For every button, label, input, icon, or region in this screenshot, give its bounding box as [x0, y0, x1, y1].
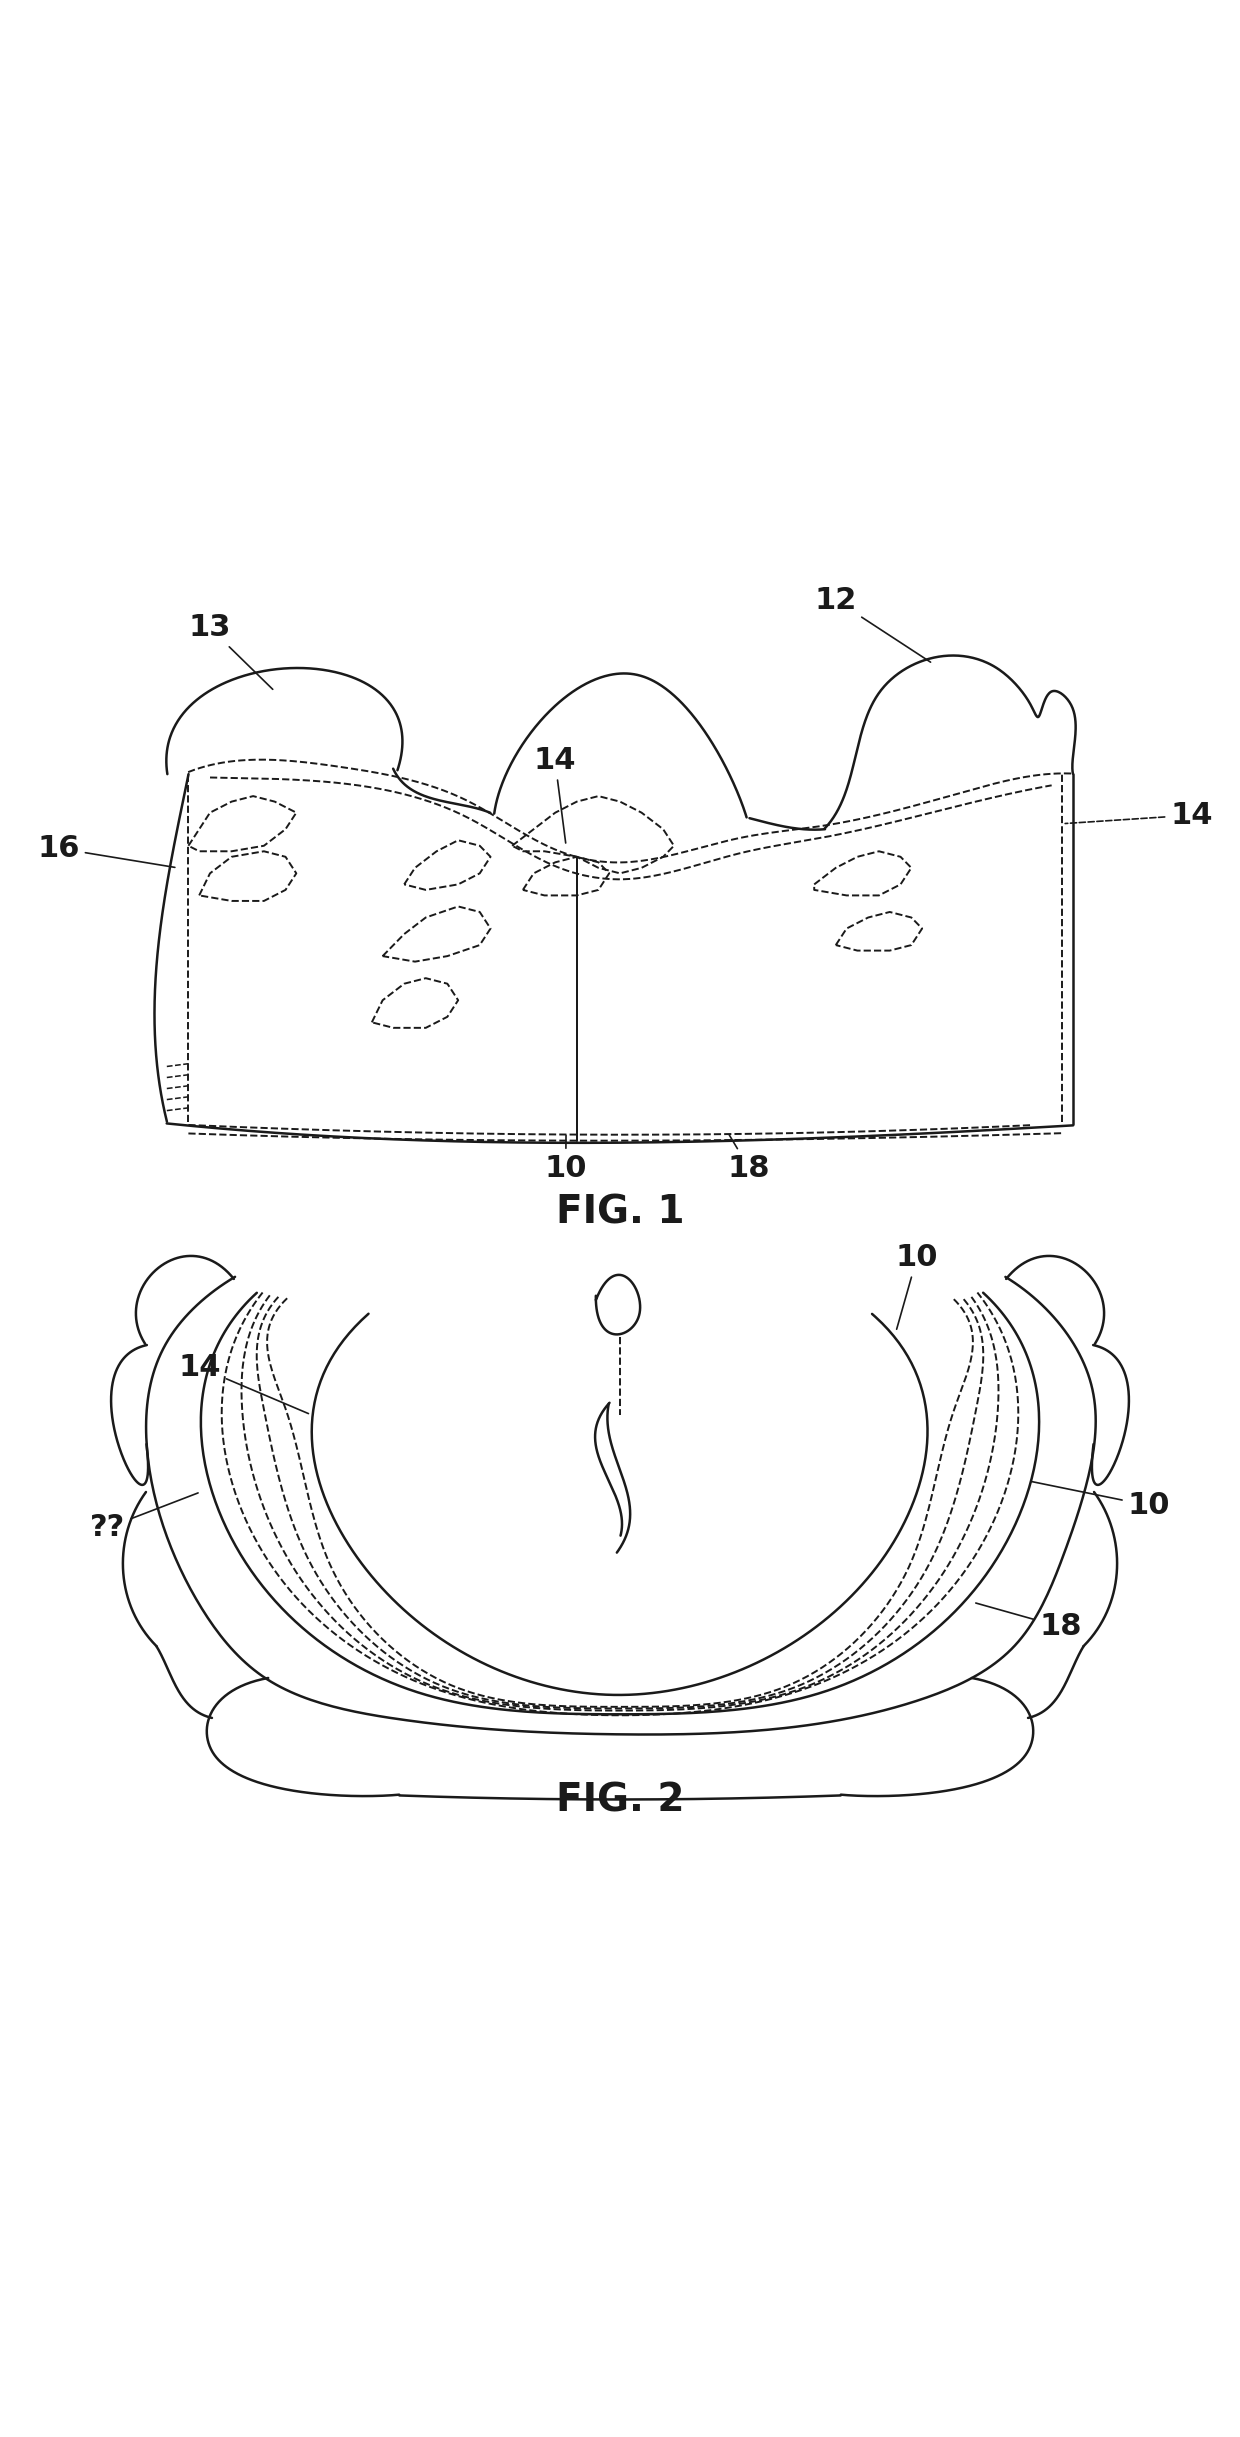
Text: 10: 10 — [544, 1136, 587, 1182]
Text: FIG. 1: FIG. 1 — [556, 1194, 684, 1231]
Text: 18: 18 — [728, 1136, 770, 1182]
Text: 14: 14 — [179, 1353, 309, 1413]
Text: 18: 18 — [976, 1604, 1081, 1643]
Text: 14: 14 — [533, 746, 577, 843]
Text: FIG. 2: FIG. 2 — [556, 1781, 684, 1820]
Text: 14: 14 — [1065, 802, 1213, 829]
Text: ??: ?? — [91, 1494, 198, 1543]
Text: 10: 10 — [1030, 1482, 1171, 1521]
Text: 10: 10 — [895, 1243, 939, 1328]
Text: 16: 16 — [37, 833, 175, 868]
Text: 13: 13 — [188, 614, 273, 690]
Text: 12: 12 — [815, 585, 930, 663]
